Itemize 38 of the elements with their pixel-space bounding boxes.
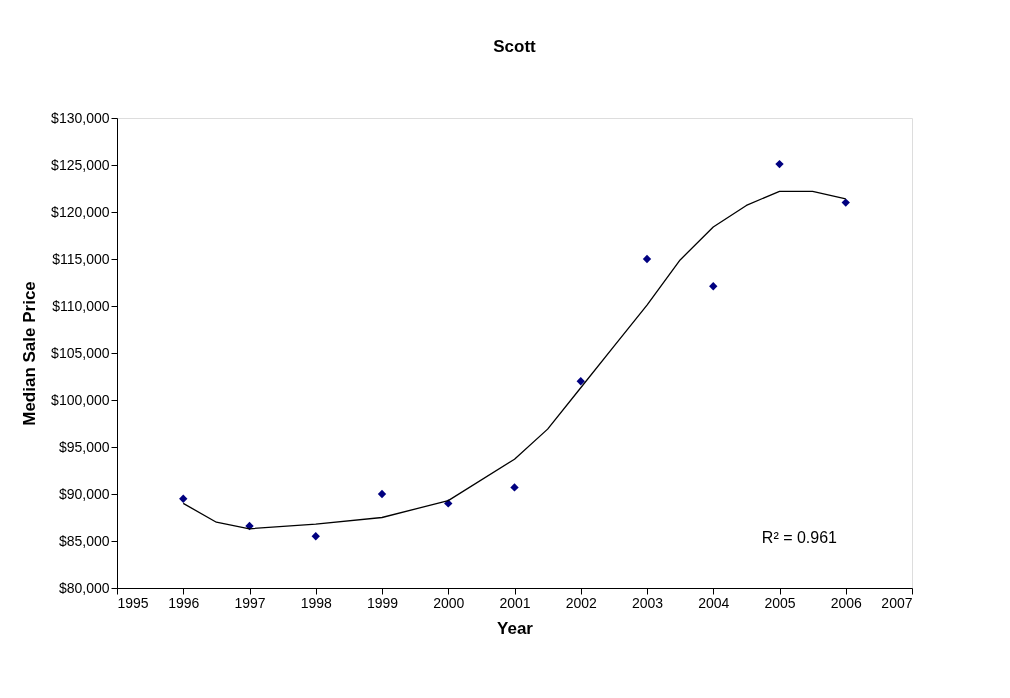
x-tick-label: 2000 bbox=[433, 594, 465, 611]
y-tick-label: $125,000 bbox=[51, 156, 110, 173]
point bbox=[576, 377, 585, 386]
x-tick-label: 2003 bbox=[631, 594, 664, 611]
y-tick-label: $90,000 bbox=[58, 485, 110, 502]
point bbox=[775, 159, 784, 169]
y-axis-title: Median Sale Price bbox=[20, 281, 40, 426]
point bbox=[311, 532, 320, 541]
x-tick-label: 1996 bbox=[168, 594, 200, 611]
annotation: R² = 0.961 bbox=[761, 529, 838, 546]
x-tick-label: 2005 bbox=[764, 594, 796, 611]
point bbox=[642, 254, 652, 264]
y-tick-label: $115,000 bbox=[52, 250, 110, 267]
y-tick-label: $105,000 bbox=[51, 344, 110, 361]
x-tick-label: 1995 bbox=[117, 594, 149, 611]
y-tick-label: $85,000 bbox=[58, 532, 110, 549]
x-tick-label: 1999 bbox=[366, 594, 399, 611]
y-tick-label: $130,000 bbox=[51, 109, 110, 126]
y-tick-label: $80,000 bbox=[58, 579, 110, 596]
x-tick-label: 2001 bbox=[499, 594, 531, 611]
x-tick-label: 2007 bbox=[881, 594, 913, 611]
x-tick-label: 1998 bbox=[300, 594, 333, 611]
y-tick-label: $110,000 bbox=[52, 297, 110, 314]
point bbox=[510, 483, 519, 492]
x-tick-label: 1997 bbox=[234, 594, 266, 611]
y-tick-label: $95,000 bbox=[58, 438, 110, 455]
point bbox=[377, 489, 387, 499]
point bbox=[709, 282, 718, 291]
x-tick-label: 2004 bbox=[698, 594, 730, 611]
chart-title: Scott bbox=[493, 37, 537, 56]
y-tick-label: $120,000 bbox=[51, 203, 110, 220]
x-tick-label: 2006 bbox=[830, 594, 863, 611]
y-tick-label: $100,000 bbox=[51, 391, 110, 408]
x-axis-title: Year bbox=[497, 618, 534, 638]
x-tick-label: 2002 bbox=[565, 594, 598, 611]
point bbox=[179, 494, 188, 503]
point bbox=[841, 198, 850, 207]
point bbox=[444, 499, 453, 508]
